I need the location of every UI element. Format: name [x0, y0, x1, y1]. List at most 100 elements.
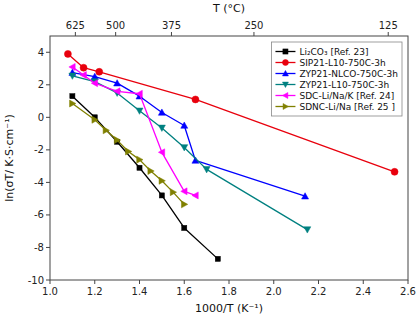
tick-label: 1.2 — [87, 286, 103, 297]
tick — [46, 52, 50, 53]
data-point — [192, 96, 199, 103]
tick — [388, 32, 389, 36]
series-group — [64, 50, 398, 261]
tick — [273, 280, 274, 284]
data-point — [192, 192, 198, 199]
data-point — [137, 165, 142, 170]
tick-label: -2 — [34, 144, 44, 155]
tick — [46, 117, 50, 118]
tick-label: 500 — [106, 20, 125, 31]
data-point — [148, 168, 154, 175]
legend-marker — [283, 104, 288, 110]
data-point — [80, 72, 86, 79]
tick-label: 625 — [66, 20, 85, 31]
tick-label: 1.0 — [42, 286, 58, 297]
tick-label: 1.6 — [176, 286, 192, 297]
tick — [75, 32, 76, 36]
data-point — [69, 63, 75, 70]
data-point — [158, 125, 165, 131]
data-point — [170, 189, 176, 196]
data-point — [70, 100, 76, 107]
legend: Li₂CO₃ [Ref. 23]SIP21-L10-750C-3hZYP21-N… — [271, 42, 402, 116]
tick — [46, 84, 50, 85]
tick — [184, 280, 185, 284]
tick — [171, 32, 172, 36]
legend-label: ZYP21-NLCO-750C-3h — [299, 69, 398, 79]
legend-marker — [282, 71, 288, 76]
tick-label: 125 — [379, 20, 398, 31]
data-point — [181, 145, 188, 151]
series-line — [72, 104, 184, 205]
tick — [115, 32, 116, 36]
tick — [46, 214, 50, 215]
legend-marker — [282, 82, 288, 87]
data-point — [92, 116, 98, 123]
data-point — [80, 64, 87, 71]
tick — [50, 280, 51, 284]
data-point — [136, 90, 142, 97]
data-point — [114, 137, 120, 144]
tick-label: 0 — [38, 112, 44, 123]
data-point — [158, 109, 165, 115]
legend-label: SDNC-Li/Na [Ref. 25 ] — [299, 102, 395, 112]
data-point — [391, 168, 398, 175]
data-point — [182, 225, 187, 230]
data-point — [64, 50, 71, 57]
data-point — [181, 201, 187, 208]
tick — [46, 280, 50, 281]
plot-frame — [50, 36, 408, 280]
tick — [139, 280, 140, 284]
legend-label: ZYP21-L10-750C-3h — [299, 80, 389, 90]
data-point — [159, 177, 165, 184]
data-point — [137, 156, 143, 163]
tick — [94, 280, 95, 284]
tick — [46, 247, 50, 248]
data-point — [304, 227, 311, 233]
data-point — [158, 149, 164, 156]
tick-label: 250 — [244, 20, 263, 31]
data-point — [302, 193, 309, 199]
data-point — [159, 193, 164, 198]
x-axis-label: 1000/T (K⁻¹) — [195, 302, 263, 315]
data-point — [215, 256, 220, 261]
tick-label: -4 — [34, 177, 44, 188]
data-point — [136, 108, 143, 114]
tick — [363, 280, 364, 284]
legend-label: Li₂CO₃ [Ref. 23] — [299, 47, 368, 57]
data-point — [103, 127, 109, 134]
chart: -10-8-6-4-20241.01.21.41.61.82.02.22.42.… — [0, 0, 418, 317]
data-point — [181, 188, 187, 195]
legend-marker — [282, 60, 288, 66]
series-line — [72, 96, 217, 259]
tick — [408, 280, 409, 284]
tick — [46, 149, 50, 150]
data-point — [126, 148, 132, 155]
data-point — [70, 94, 75, 99]
tick — [229, 280, 230, 284]
tick-label: 4 — [38, 47, 44, 58]
legend-label: SIP21-L10-750C-3h — [299, 58, 385, 68]
legend-marker — [282, 93, 287, 99]
tick — [253, 32, 254, 36]
tick-label: 2.6 — [400, 286, 416, 297]
y-axis-label: ln(σT/ K·S·cm⁻¹) — [3, 114, 16, 202]
data-point — [69, 73, 76, 79]
data-point — [91, 80, 97, 87]
series-line — [72, 67, 195, 196]
data-point — [114, 80, 121, 86]
tick-label: 1.4 — [132, 286, 148, 297]
tick — [318, 280, 319, 284]
tick — [46, 182, 50, 183]
tick-label: -6 — [34, 209, 44, 220]
tick-label: 1.8 — [221, 286, 237, 297]
x2-axis-label: T (°C) — [212, 2, 245, 15]
legend-box — [271, 42, 402, 116]
data-point — [203, 167, 210, 173]
legend-label: SDC-Li/Na/K [Ref. 24] — [299, 91, 394, 101]
data-point — [181, 122, 188, 128]
tick-label: 2 — [38, 79, 44, 90]
tick-label: -10 — [28, 275, 44, 286]
tick-label: 2.4 — [355, 286, 371, 297]
tick-label: 2.2 — [311, 286, 327, 297]
tick-label: 2.0 — [266, 286, 282, 297]
